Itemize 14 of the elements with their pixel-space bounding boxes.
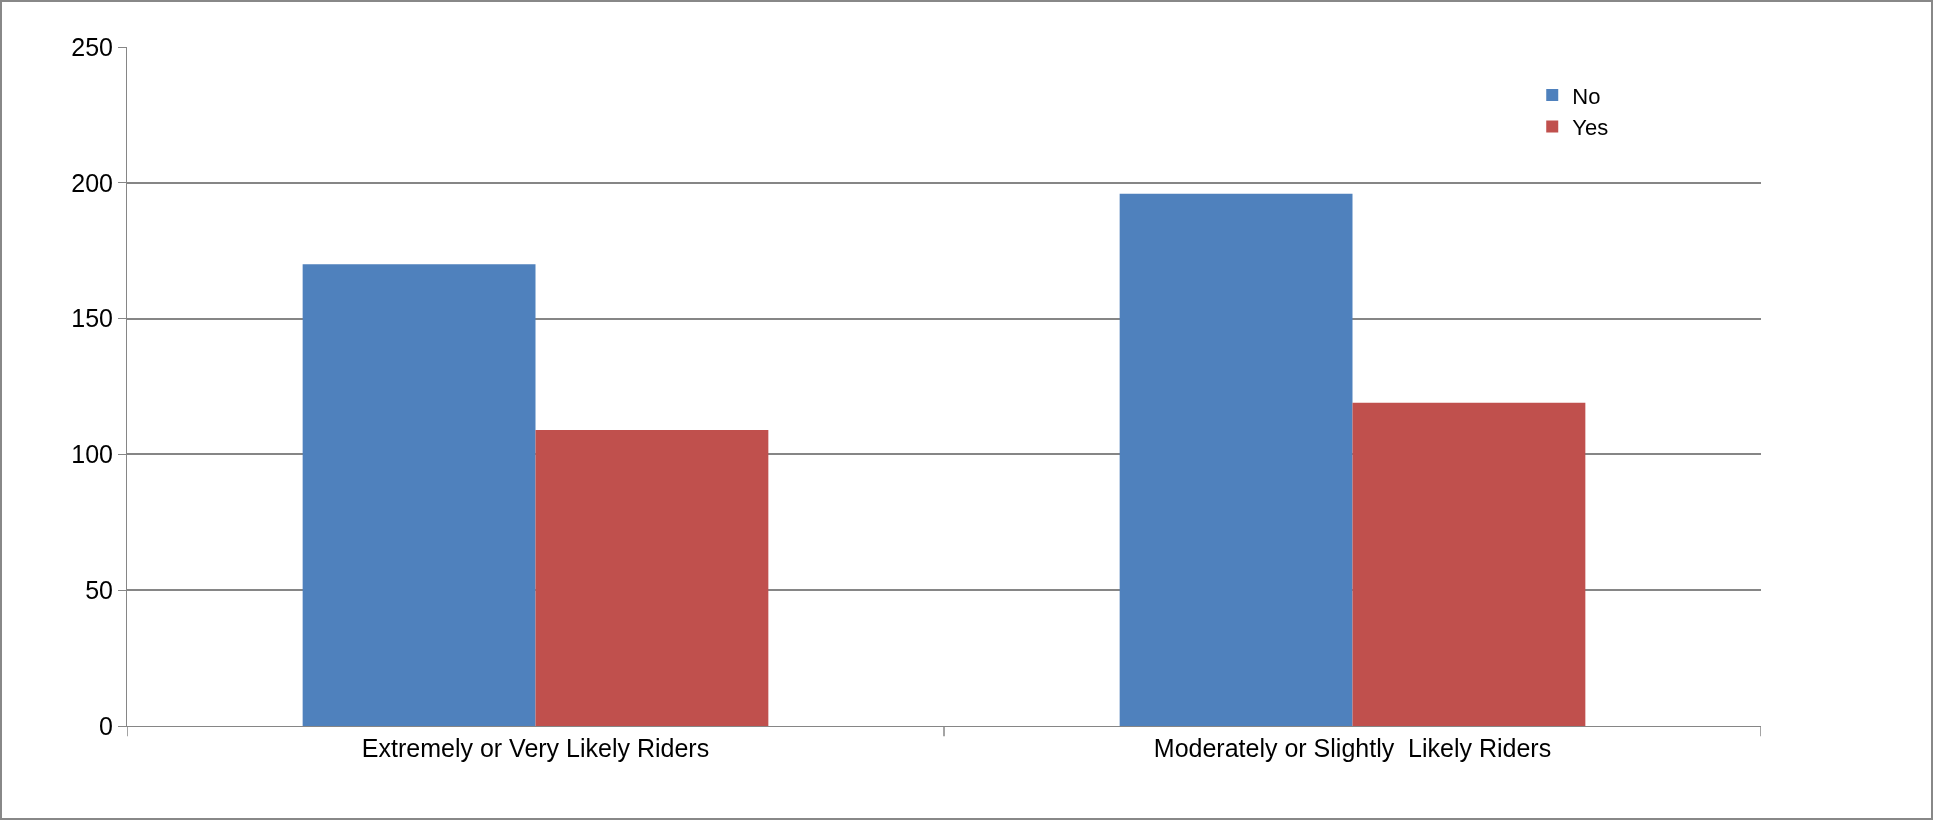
bar bbox=[535, 429, 769, 726]
bar bbox=[1352, 402, 1586, 726]
y-tick-label: 200 bbox=[71, 168, 113, 197]
legend-label: No bbox=[1572, 83, 1601, 109]
bar bbox=[302, 264, 536, 726]
x-tick-label: Extremely or Very Likely Riders bbox=[361, 734, 710, 762]
x-tick-label: Moderately or Slightly Likely Riders bbox=[1153, 734, 1552, 762]
y-tick-label: 50 bbox=[85, 575, 113, 604]
bar bbox=[1119, 193, 1353, 726]
y-tick-label: 150 bbox=[71, 304, 113, 333]
y-tick-label: 0 bbox=[99, 711, 113, 740]
y-tick-label: 100 bbox=[71, 440, 113, 469]
y-tick-label: 250 bbox=[71, 32, 113, 61]
legend-label: Yes bbox=[1572, 115, 1609, 141]
